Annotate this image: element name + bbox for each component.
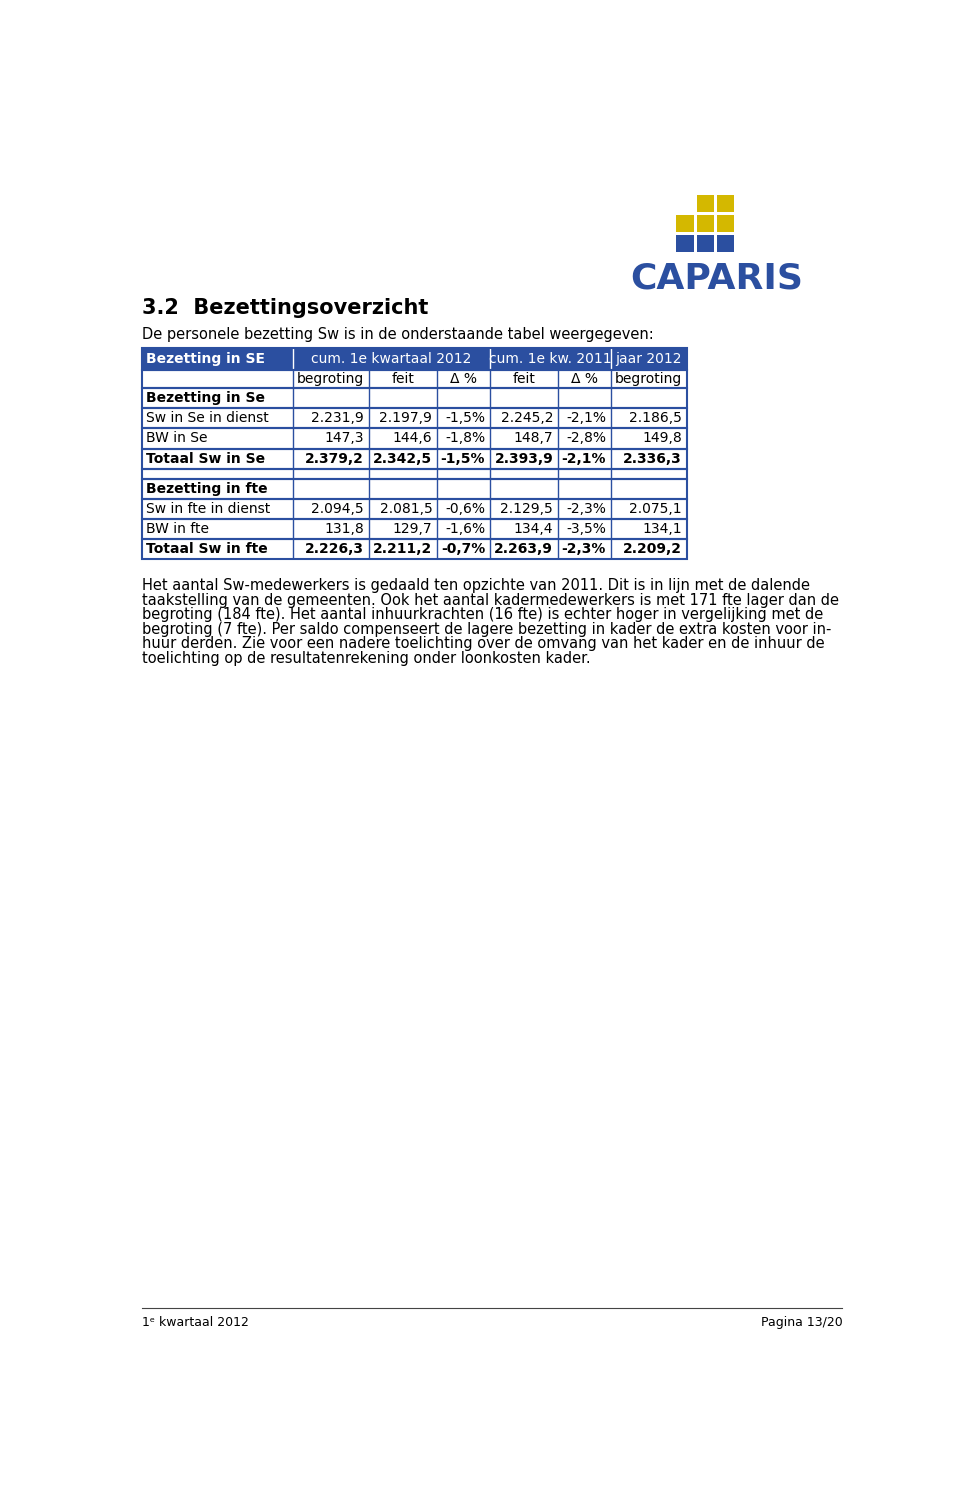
Text: 2.211,2: 2.211,2 (373, 542, 432, 556)
Text: jaar 2012: jaar 2012 (615, 352, 682, 366)
Text: -2,3%: -2,3% (566, 502, 606, 517)
Bar (142, 408, 686, 429)
Text: 2.209,2: 2.209,2 (623, 542, 682, 556)
Text: 2.245,2: 2.245,2 (501, 411, 553, 426)
Bar (142, 520, 686, 539)
Bar (677, 215, 693, 233)
Bar (142, 370, 686, 388)
Bar (142, 408, 686, 429)
Text: -3,5%: -3,5% (566, 523, 606, 536)
Text: -1,8%: -1,8% (444, 432, 485, 446)
Text: -0,7%: -0,7% (441, 542, 485, 556)
Bar (142, 479, 686, 499)
Text: 2.342,5: 2.342,5 (373, 452, 432, 465)
Text: 147,3: 147,3 (324, 432, 364, 446)
Text: Totaal Sw in Se: Totaal Sw in Se (146, 452, 266, 465)
Text: 2.081,5: 2.081,5 (379, 502, 432, 517)
Text: 2.197,9: 2.197,9 (379, 411, 432, 426)
Text: -0,6%: -0,6% (445, 502, 485, 517)
Text: taakstelling van de gemeenten. Ook het aantal kadermedewerkers is met 171 fte la: taakstelling van de gemeenten. Ook het a… (142, 592, 839, 607)
Text: -2,1%: -2,1% (562, 452, 606, 465)
Text: Bezetting in fte: Bezetting in fte (146, 482, 268, 496)
Text: De personele bezetting Sw is in de onderstaande tabel weergegeven:: De personele bezetting Sw is in de onder… (142, 326, 654, 341)
Text: 2.336,3: 2.336,3 (623, 452, 682, 465)
Text: 2.129,5: 2.129,5 (500, 502, 553, 517)
Text: 2.186,5: 2.186,5 (629, 411, 682, 426)
Bar (697, 236, 713, 252)
Bar (717, 195, 733, 212)
Bar (717, 215, 733, 233)
Text: -2,1%: -2,1% (566, 411, 606, 426)
Text: -2,8%: -2,8% (566, 432, 606, 446)
Text: 144,6: 144,6 (393, 432, 432, 446)
Text: Het aantal Sw-medewerkers is gedaald ten opzichte van 2011. Dit is in lijn met d: Het aantal Sw-medewerkers is gedaald ten… (142, 577, 809, 592)
Bar (142, 479, 686, 499)
Bar (142, 539, 686, 559)
Bar (697, 215, 713, 233)
Text: 2.075,1: 2.075,1 (629, 502, 682, 517)
Text: feit: feit (392, 372, 415, 387)
Text: begroting: begroting (615, 372, 683, 387)
Bar (142, 499, 686, 520)
Text: cum. 1e kw. 2011: cum. 1e kw. 2011 (489, 352, 612, 366)
Text: 1ᵉ kwartaal 2012: 1ᵉ kwartaal 2012 (142, 1316, 249, 1328)
Text: Sw in Se in dienst: Sw in Se in dienst (146, 411, 269, 426)
Bar (142, 449, 686, 468)
Text: 129,7: 129,7 (393, 523, 432, 536)
Bar (717, 236, 733, 252)
Text: begroting (7 fte). Per saldo compenseert de lagere bezetting in kader de extra k: begroting (7 fte). Per saldo compenseert… (142, 621, 831, 636)
Bar (142, 499, 686, 520)
Bar (142, 429, 686, 449)
Bar (142, 349, 686, 370)
Text: 134,1: 134,1 (642, 523, 682, 536)
Text: 131,8: 131,8 (324, 523, 364, 536)
Text: begroting (184 fte). Het aantal inhuurkrachten (16 fte) is echter hoger in verge: begroting (184 fte). Het aantal inhuurkr… (142, 607, 823, 623)
Bar (142, 429, 686, 449)
Text: CAPARIS: CAPARIS (631, 261, 804, 295)
Text: 2.231,9: 2.231,9 (311, 411, 364, 426)
Text: Δ %: Δ % (450, 372, 477, 387)
Bar (142, 388, 686, 408)
Text: 134,4: 134,4 (514, 523, 553, 536)
Text: 148,7: 148,7 (514, 432, 553, 446)
Bar (142, 349, 686, 370)
Text: 3.2  Bezettingsoverzicht: 3.2 Bezettingsoverzicht (142, 298, 428, 317)
Bar (142, 520, 686, 539)
Text: Bezetting in SE: Bezetting in SE (146, 352, 265, 366)
Text: 149,8: 149,8 (642, 432, 682, 446)
Text: Sw in fte in dienst: Sw in fte in dienst (146, 502, 271, 517)
Text: 2.379,2: 2.379,2 (305, 452, 364, 465)
Text: feit: feit (513, 372, 536, 387)
Bar (697, 195, 713, 212)
Text: cum. 1e kwartaal 2012: cum. 1e kwartaal 2012 (311, 352, 471, 366)
Text: -1,6%: -1,6% (444, 523, 485, 536)
Text: -2,3%: -2,3% (562, 542, 606, 556)
Text: 2.226,3: 2.226,3 (305, 542, 364, 556)
Bar (142, 370, 686, 388)
Bar (142, 539, 686, 559)
Bar (142, 468, 686, 479)
Bar (142, 468, 686, 479)
Text: toelichting op de resultatenrekening onder loonkosten kader.: toelichting op de resultatenrekening ond… (142, 651, 590, 666)
Text: 2.094,5: 2.094,5 (311, 502, 364, 517)
Text: begroting: begroting (298, 372, 365, 387)
Bar (142, 388, 686, 408)
Text: -1,5%: -1,5% (441, 452, 485, 465)
Text: Bezetting in Se: Bezetting in Se (146, 391, 265, 405)
Text: BW in fte: BW in fte (146, 523, 209, 536)
Text: huur derden. Zie voor een nadere toelichting over de omvang van het kader en de : huur derden. Zie voor een nadere toelich… (142, 636, 825, 651)
Text: Δ %: Δ % (571, 372, 598, 387)
Text: 2.393,9: 2.393,9 (494, 452, 553, 465)
Bar (677, 236, 693, 252)
Bar (142, 449, 686, 468)
Text: Pagina 13/20: Pagina 13/20 (760, 1316, 842, 1328)
Text: 2.263,9: 2.263,9 (494, 542, 553, 556)
Text: BW in Se: BW in Se (146, 432, 208, 446)
Text: Totaal Sw in fte: Totaal Sw in fte (146, 542, 268, 556)
Text: -1,5%: -1,5% (445, 411, 485, 426)
